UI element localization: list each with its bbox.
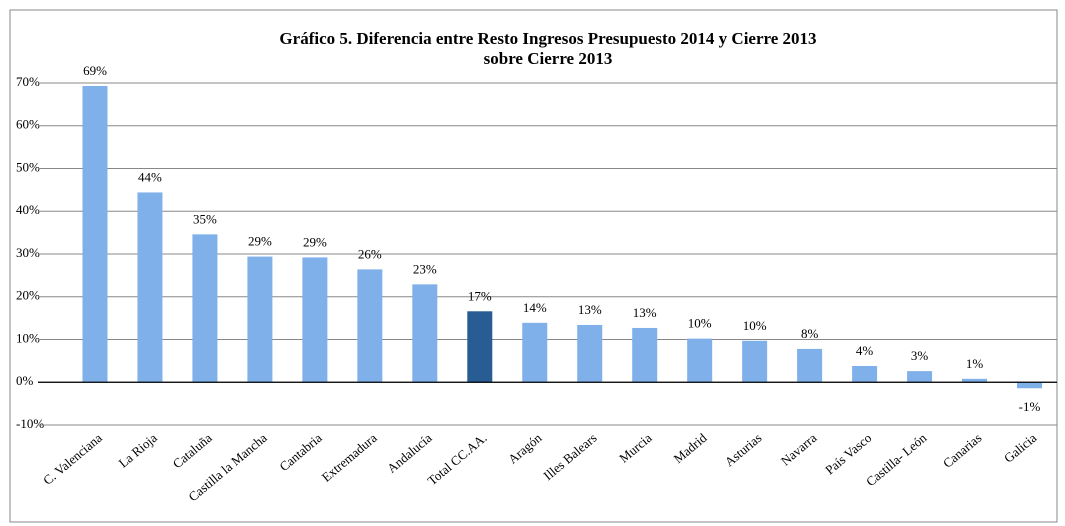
- value-label: 69%: [83, 63, 107, 78]
- bar: [467, 311, 493, 383]
- value-label: 3%: [911, 348, 929, 363]
- bar: [797, 348, 823, 383]
- bar: [852, 366, 878, 383]
- bar: [302, 257, 328, 383]
- value-label: 10%: [688, 316, 712, 331]
- y-tick-label: 70%: [16, 74, 40, 89]
- y-tick-label: 20%: [16, 288, 40, 303]
- chart-title: sobre Cierre 2013: [484, 49, 613, 68]
- value-label: 13%: [633, 305, 657, 320]
- bar: [577, 324, 603, 383]
- bar: [412, 284, 438, 383]
- value-label: 26%: [358, 246, 382, 261]
- y-tick-label: 10%: [16, 330, 40, 345]
- bar: [247, 256, 273, 383]
- value-label: 8%: [801, 326, 819, 341]
- value-label: 13%: [578, 302, 602, 317]
- y-tick-label: 60%: [16, 117, 40, 132]
- chart-title: Gráfico 5. Diferencia entre Resto Ingres…: [279, 29, 816, 48]
- y-tick-label: 30%: [16, 245, 40, 260]
- bar: [687, 338, 713, 383]
- value-label: 14%: [523, 300, 547, 315]
- value-label: 1%: [966, 356, 984, 371]
- y-tick-label: -10%: [16, 416, 44, 431]
- value-label: 29%: [303, 234, 327, 249]
- bar: [192, 234, 218, 383]
- bar: [82, 85, 108, 383]
- value-label: 29%: [248, 234, 272, 249]
- value-label: 44%: [138, 169, 162, 184]
- bar: [632, 327, 658, 383]
- chart-frame: [9, 9, 1058, 523]
- value-label: 23%: [413, 261, 437, 276]
- value-label: 4%: [856, 343, 874, 358]
- value-label: -1%: [1019, 399, 1041, 414]
- bar: [522, 322, 548, 383]
- y-tick-label: 40%: [16, 202, 40, 217]
- value-label: 17%: [468, 288, 492, 303]
- bar: [742, 340, 768, 383]
- bar: [1017, 382, 1043, 389]
- bar: [962, 378, 988, 383]
- value-label: 10%: [743, 318, 767, 333]
- y-tick-label: 0%: [16, 373, 34, 388]
- value-label: 35%: [193, 211, 217, 226]
- bar: [137, 192, 163, 383]
- bar: [907, 371, 933, 383]
- y-tick-label: 50%: [16, 159, 40, 174]
- bar: [357, 269, 383, 383]
